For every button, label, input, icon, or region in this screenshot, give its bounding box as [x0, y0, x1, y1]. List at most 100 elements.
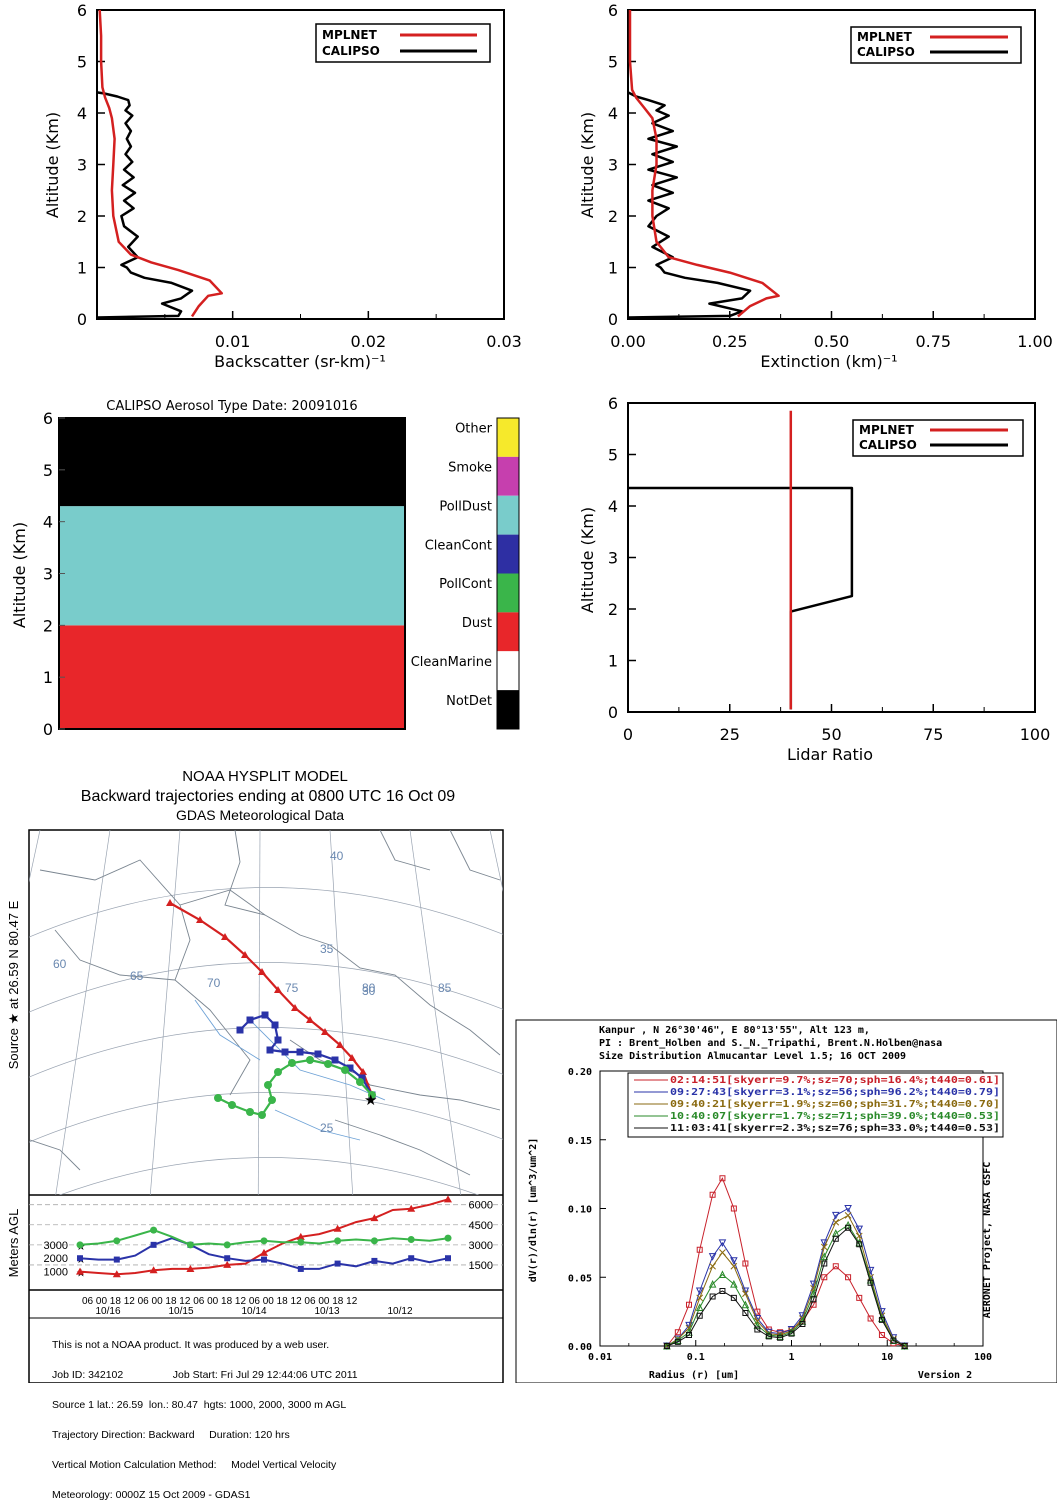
trajectory-marker	[346, 1064, 354, 1072]
size-marker	[799, 1321, 806, 1327]
chart-title: CALIPSO Aerosol Type Date: 20091016	[106, 399, 357, 414]
border-line	[329, 944, 501, 1056]
trajectory-red	[169, 902, 374, 1096]
size-marker	[831, 1211, 840, 1220]
grid-label: 40	[330, 849, 344, 863]
size-marker	[719, 1175, 726, 1182]
trajectory-marker	[288, 1059, 296, 1067]
x-tick-label: 10	[881, 1352, 893, 1363]
legend-label: MPLNET	[859, 423, 915, 437]
legend-label: CALIPSO	[859, 438, 917, 452]
y-tick-label: 3	[608, 549, 618, 568]
note-line: Trajectory Direction: Backward Duration:…	[52, 1429, 290, 1441]
size-marker	[696, 1294, 704, 1302]
size-marker	[709, 1262, 716, 1270]
height-marker	[224, 1255, 231, 1262]
size-marker	[730, 1262, 738, 1270]
legend-box	[850, 26, 1022, 64]
height-marker	[260, 1237, 268, 1245]
hysplit-data-source: GDAS Meteorological Data	[176, 807, 344, 823]
y-tick-label: 0	[608, 310, 618, 329]
size-marker	[754, 1326, 761, 1333]
trajectory-marker	[306, 1056, 314, 1064]
date-tick-label: 10/13	[314, 1306, 339, 1317]
agl-label: Meters AGL	[6, 1209, 21, 1278]
y-tick-label: 4	[77, 104, 87, 123]
disclaimer-notes: This is not a NOAA product. It was produ…	[52, 1320, 358, 1510]
series-line-mplnet	[628, 10, 780, 318]
trajectory-marker	[348, 1054, 356, 1061]
size-marker	[754, 1317, 761, 1325]
y-tick-label: 0.00	[568, 1342, 592, 1353]
right-tick-label: 4500	[469, 1220, 493, 1232]
size-marker	[788, 1330, 795, 1337]
trajectory-marker	[274, 1036, 282, 1044]
size-marker	[844, 1212, 852, 1219]
size-marker	[856, 1294, 863, 1301]
left-tick-label: 2000	[44, 1253, 68, 1265]
grid-label: 70	[207, 976, 221, 990]
trajectory-marker	[246, 1016, 254, 1024]
trajectory-marker	[214, 1094, 222, 1102]
height-marker	[186, 1241, 194, 1249]
y-tick-label: 2	[43, 616, 53, 635]
trajectory-marker	[359, 1068, 367, 1075]
trajectory-marker	[321, 1028, 329, 1035]
size-marker	[696, 1246, 703, 1253]
height-marker	[408, 1255, 415, 1262]
trajectories: ★	[166, 899, 377, 1119]
size-distribution-line	[666, 1227, 905, 1347]
grid-label: 65	[130, 969, 144, 983]
trajectory-marker	[296, 1048, 304, 1056]
border-line	[449, 830, 501, 881]
x-tick-label: 0.25	[712, 332, 748, 351]
height-marker	[407, 1204, 416, 1212]
y-tick-label: 3	[608, 156, 618, 175]
height-marker	[370, 1214, 379, 1222]
trajectory-marker	[258, 1111, 266, 1119]
height-marker	[334, 1260, 341, 1267]
y-tick-label: 0.05	[568, 1273, 592, 1284]
date-tick-label: 10/14	[241, 1306, 266, 1317]
y-tick-label: 0	[77, 310, 87, 329]
trajectory-marker	[246, 1108, 254, 1116]
y-tick-label: 1	[608, 259, 618, 278]
height-marker	[260, 1248, 268, 1256]
longitude-line	[149, 830, 181, 1195]
latitude-line	[29, 962, 503, 1013]
trajectory-marker	[358, 1074, 366, 1082]
size-marker	[742, 1260, 749, 1267]
longitude-line	[409, 830, 462, 1195]
note-line: This is not a NOAA product. It was produ…	[52, 1339, 330, 1351]
colorbar-swatch	[497, 651, 519, 691]
border-line	[369, 1084, 501, 1111]
size-distribution-line	[666, 1224, 905, 1347]
size-marker	[718, 1239, 727, 1247]
legend-box	[627, 1072, 1004, 1138]
y-tick-label: 4	[43, 513, 53, 532]
height-marker	[223, 1260, 232, 1268]
trajectory-marker	[261, 1011, 269, 1019]
height-marker	[223, 1241, 231, 1249]
y-axis-label: Altitude (Km)	[578, 112, 597, 218]
extinction-panel: MPLNET CALIPSO Altitude (Km) Extinction …	[578, 1, 1053, 371]
chart-legend: MPLNET CALIPSO	[852, 419, 1024, 457]
longitude-line	[329, 830, 354, 1195]
colorbar-label: CleanCont	[425, 538, 492, 553]
y-axis-label: Altitude (Km)	[10, 522, 29, 628]
y-tick-label: 6	[77, 1, 87, 20]
x-tick-label: 0.03	[486, 332, 522, 351]
aeronet-panel: Kanpur , N 26°30'46", E 80°13'55", Alt 1…	[515, 1019, 1057, 1383]
height-marker	[297, 1265, 304, 1272]
size-marker	[719, 1288, 726, 1294]
size-distribution-line	[666, 1214, 905, 1347]
size-marker	[878, 1316, 885, 1323]
x-axis-label: Backscatter (sr-km)⁻¹	[214, 352, 386, 371]
x-axis-label: Radius (r) [um]	[649, 1369, 739, 1381]
x-tick-label: 0.00	[610, 332, 646, 351]
x-tick-label: 0.50	[814, 332, 850, 351]
trajectory-marker	[274, 986, 282, 993]
trajectory-marker	[331, 1056, 339, 1064]
border-line	[334, 1119, 471, 1176]
